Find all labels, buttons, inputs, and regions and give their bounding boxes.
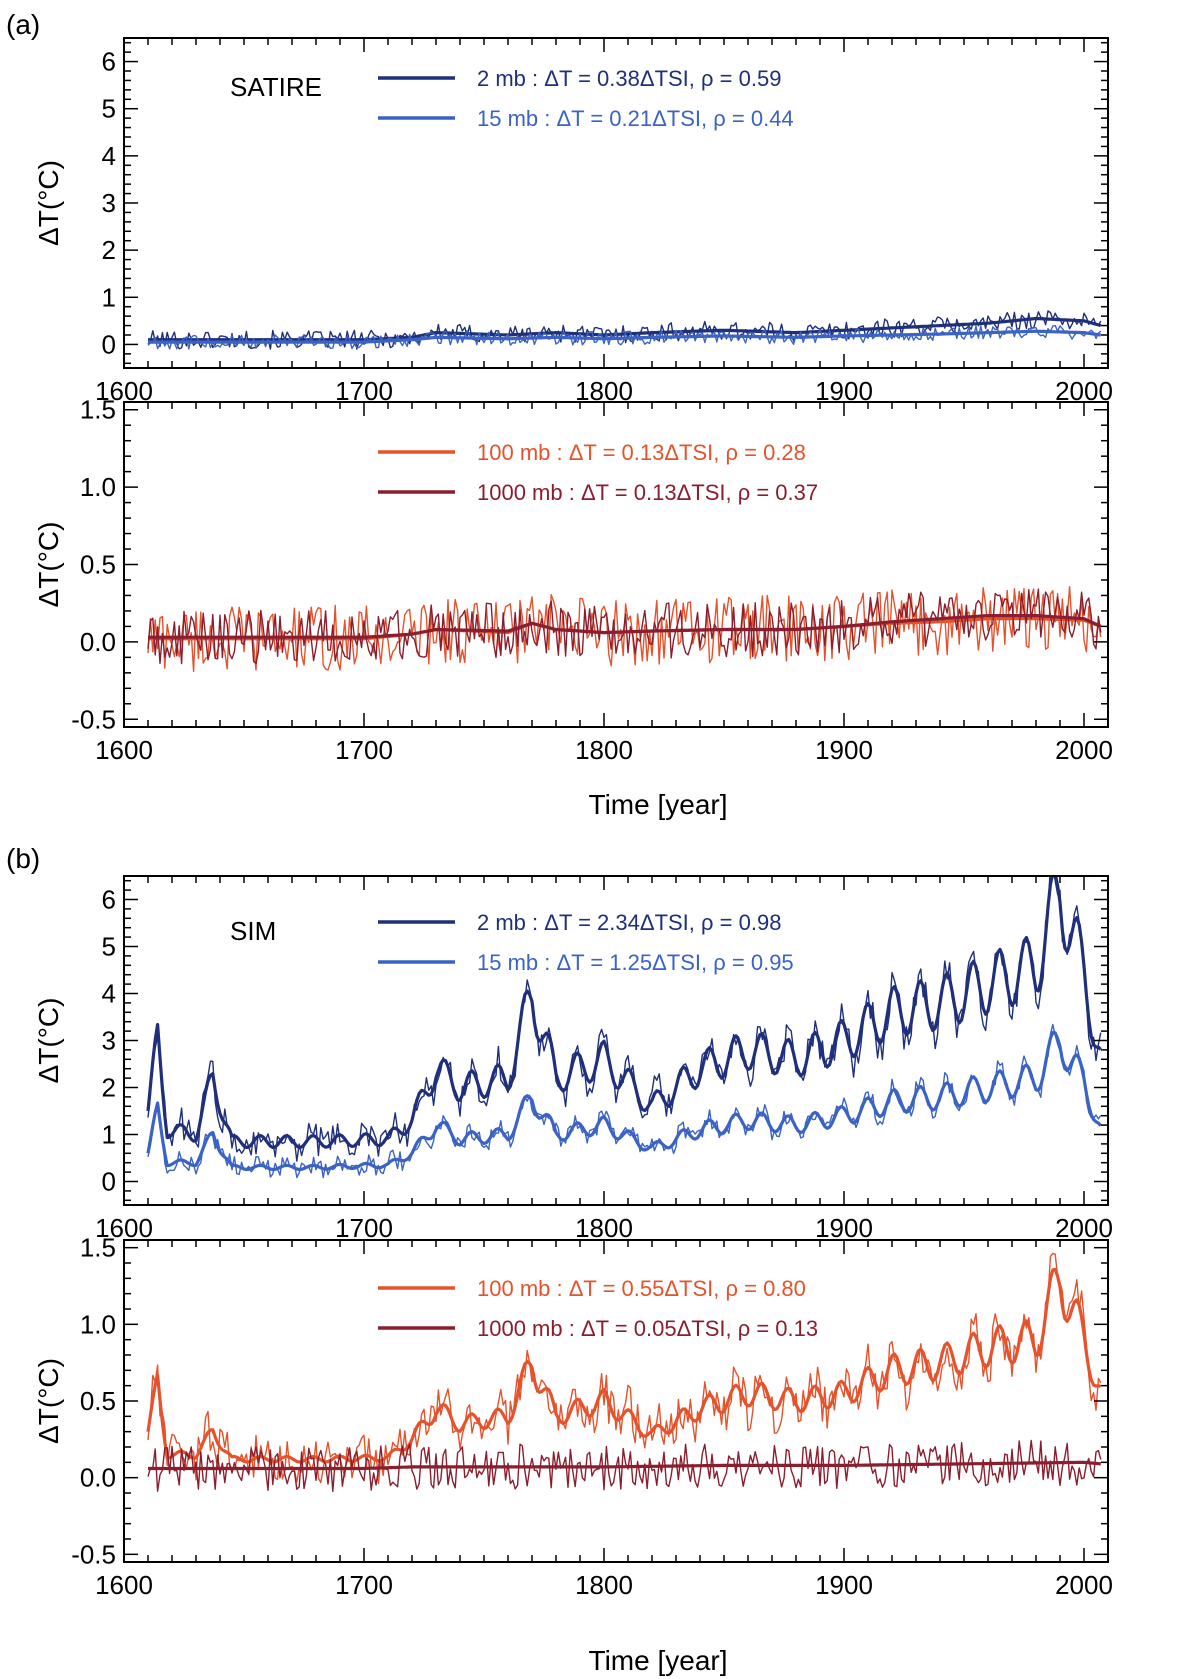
- y-tick-label: 4: [102, 141, 116, 171]
- x-tick-label: 1700: [335, 1213, 393, 1243]
- legend-entry: 100 mb : ΔT = 0.55ΔTSI, ρ = 0.80: [477, 1276, 806, 1301]
- series-annual-1000-mb: [147, 588, 1102, 665]
- legend-entry: 2 mb : ΔT = 2.34ΔTSI, ρ = 0.98: [477, 910, 781, 935]
- panel-label-b: (b): [6, 843, 40, 874]
- legend-entry: 100 mb : ΔT = 0.13ΔTSI, ρ = 0.28: [477, 440, 806, 465]
- y-tick-label: 1.5: [80, 1233, 116, 1263]
- plot-area: [147, 586, 1102, 673]
- y-axis-title: ΔT(°C): [33, 522, 64, 608]
- y-tick-label: 1: [102, 282, 116, 312]
- x-axis-title-b: Time [year]: [589, 1645, 728, 1676]
- legend-entry: 2 mb : ΔT = 0.38ΔTSI, ρ = 0.59: [477, 66, 781, 91]
- model-label: SATIRE: [230, 72, 322, 102]
- x-axis-title-a: Time [year]: [589, 789, 728, 820]
- y-tick-label: 0.0: [80, 627, 116, 657]
- y-tick-label: 2: [102, 235, 116, 265]
- x-tick-label: 2000: [1055, 1570, 1113, 1600]
- subplot-sim-upper: 1600 1700 1800 1900 2000 0 1 2 3 4 5 6 ΔT(°C) 2 mb : …: [33, 875, 1113, 1243]
- x-tick-label: 1600: [95, 735, 153, 765]
- y-tick-label: 0.5: [80, 1386, 116, 1416]
- y-tick-label: 6: [102, 47, 116, 77]
- y-tick-label: 1.0: [80, 472, 116, 502]
- legend-entry: 15 mb : ΔT = 1.25ΔTSI, ρ = 0.95: [477, 950, 794, 975]
- series-annual-1000-mb: [147, 1439, 1102, 1492]
- y-tick-label: 5: [102, 94, 116, 124]
- y-tick-label: 0: [102, 329, 116, 359]
- series-smooth-15-mb: [148, 329, 1101, 344]
- y-tick-label: 2: [102, 1073, 116, 1103]
- subplot-sim-lower: 1600 1700 1800 1900 2000 -0.5 0.0 0.5 1.0 1.5 ΔT(°…: [33, 1233, 1113, 1600]
- x-tick-label: 1700: [335, 735, 393, 765]
- x-tick-label: 1800: [575, 1570, 633, 1600]
- x-tick-label: 1800: [575, 1213, 633, 1243]
- y-tick-label: 0.0: [80, 1463, 116, 1493]
- x-tick-label: 1600: [95, 1213, 153, 1243]
- y-tick-label: 3: [102, 1026, 116, 1056]
- y-tick-label: 4: [102, 979, 116, 1009]
- y-tick-label: -0.5: [71, 704, 116, 734]
- plot-area: [146, 876, 1102, 1179]
- legend-entry: 1000 mb : ΔT = 0.05ΔTSI, ρ = 0.13: [477, 1316, 818, 1341]
- x-tick-label: 1900: [815, 1570, 873, 1600]
- x-tick-label: 1900: [815, 1213, 873, 1243]
- plot-area: [146, 1252, 1102, 1492]
- x-tick-label: 1900: [815, 735, 873, 765]
- x-tick-label: 1600: [95, 1570, 153, 1600]
- series-smooth-1000-mb: [148, 1460, 1101, 1471]
- y-axis-title: ΔT(°C): [33, 1358, 64, 1444]
- y-tick-label: 5: [102, 932, 116, 962]
- y-axis-title: ΔT(°C): [33, 160, 64, 246]
- legend-entry: 1000 mb : ΔT = 0.13ΔTSI, ρ = 0.37: [477, 480, 818, 505]
- y-axis-title: ΔT(°C): [33, 998, 64, 1084]
- y-tick-label: 3: [102, 188, 116, 218]
- series-smooth-2-mb: [146, 876, 1102, 1150]
- legend-entry: 15 mb : ΔT = 0.21ΔTSI, ρ = 0.44: [477, 106, 794, 131]
- series-smooth-100-mb: [146, 1267, 1102, 1464]
- series-smooth-1000-mb: [148, 614, 1102, 639]
- x-tick-label: 2000: [1055, 1213, 1113, 1243]
- plot-area: [147, 310, 1102, 350]
- x-tick-label: 1700: [335, 1570, 393, 1600]
- series-annual-15-mb: [147, 1023, 1102, 1179]
- series-smooth-15-mb: [146, 1030, 1102, 1172]
- y-tick-label: 6: [102, 885, 116, 915]
- y-tick-label: -0.5: [71, 1539, 116, 1569]
- y-tick-label: 0.5: [80, 550, 116, 580]
- y-tick-label: 1: [102, 1120, 116, 1150]
- subplot-satire-lower: 1600 1700 1800 1900 2000 -0.5 0.0 0.5 1.0 1.5 ΔT(°…: [33, 395, 1113, 765]
- y-tick-label: 0: [102, 1167, 116, 1197]
- y-tick-label: 1.0: [80, 1309, 116, 1339]
- panel-label-a: (a): [6, 9, 40, 40]
- x-tick-label: 2000: [1055, 735, 1113, 765]
- x-tick-label: 1800: [575, 735, 633, 765]
- model-label: SIM: [230, 916, 276, 946]
- y-tick-label: 1.5: [80, 395, 116, 425]
